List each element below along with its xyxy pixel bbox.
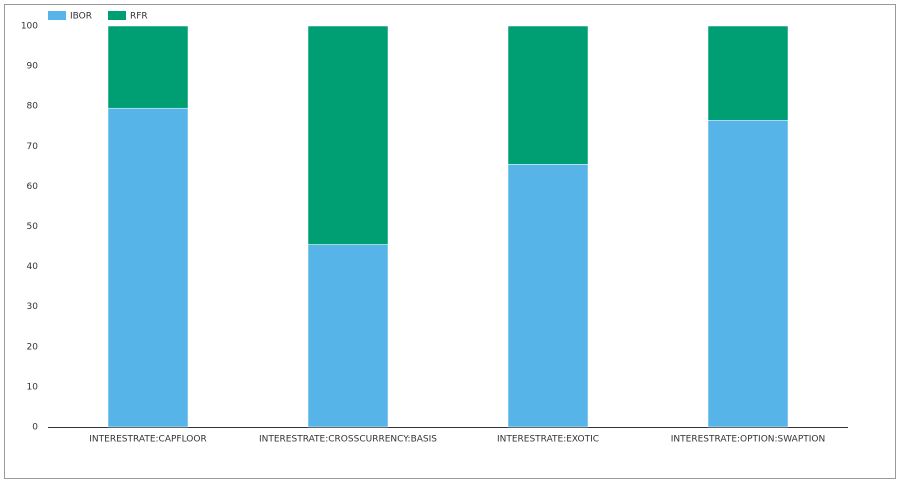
bar-segment bbox=[507, 164, 589, 428]
x-tick-label: INTERESTRATE:CROSSCURRENCY:BASIS bbox=[259, 435, 437, 445]
y-tick-label: 90 bbox=[27, 62, 39, 72]
bar-segment bbox=[107, 25, 189, 109]
y-tick-label: 20 bbox=[27, 342, 39, 352]
x-tick-label: INTERESTRATE:EXOTIC bbox=[497, 435, 599, 445]
y-tick-label: 60 bbox=[27, 182, 39, 192]
y-tick-label: 10 bbox=[27, 382, 39, 392]
bar-segment bbox=[307, 25, 389, 245]
legend-swatch bbox=[108, 11, 126, 20]
y-tick-label: 100 bbox=[21, 22, 38, 32]
legend-swatch bbox=[48, 11, 66, 20]
legend-label: RFR bbox=[130, 12, 148, 22]
bar-segment bbox=[507, 25, 589, 165]
y-tick-label: 70 bbox=[27, 142, 39, 152]
bar-segment bbox=[707, 119, 789, 428]
x-tick-label: INTERESTRATE:OPTION:SWAPTION bbox=[671, 435, 825, 445]
y-tick-label: 30 bbox=[27, 302, 39, 312]
bar-segment bbox=[107, 107, 189, 428]
legend-label: IBOR bbox=[70, 12, 92, 22]
bar-segment bbox=[307, 244, 389, 428]
x-tick-label: INTERESTRATE:CAPFLOOR bbox=[89, 435, 206, 445]
y-tick-label: 80 bbox=[27, 102, 39, 112]
y-tick-label: 40 bbox=[27, 262, 39, 272]
y-tick-label: 0 bbox=[32, 423, 38, 433]
bar-segment bbox=[707, 25, 789, 121]
y-tick-label: 50 bbox=[27, 222, 39, 232]
